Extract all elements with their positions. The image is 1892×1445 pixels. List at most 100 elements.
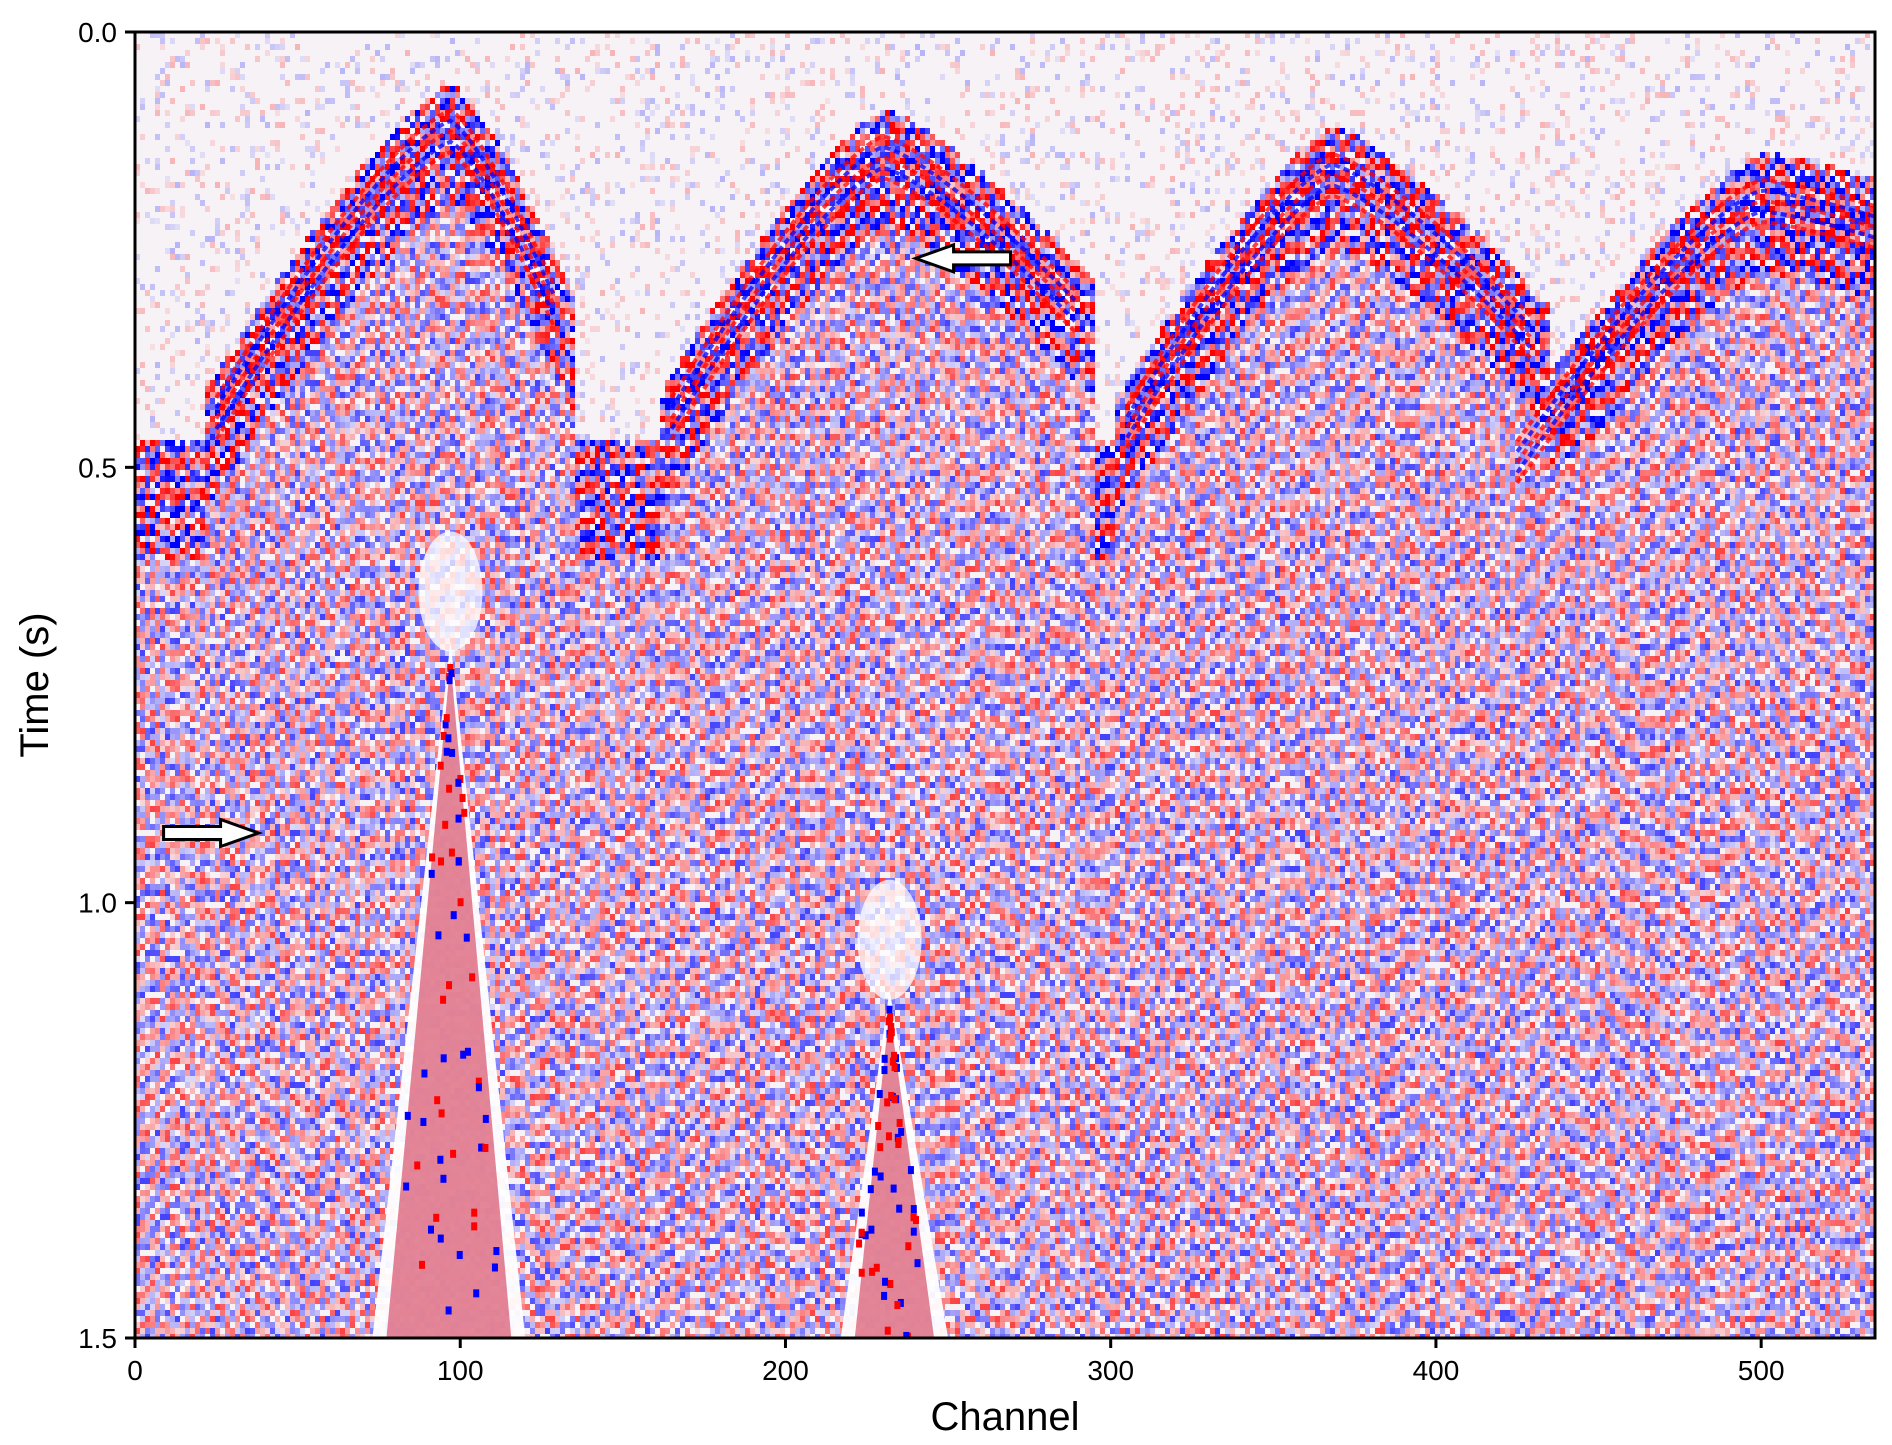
amplitude-cell [160,206,165,212]
amplitude-cell [175,782,180,788]
amplitude-cell [240,452,245,458]
amplitude-cell [205,320,210,326]
amplitude-cell [165,1178,170,1184]
amplitude-cell [145,626,150,632]
amplitude-cell [180,1280,185,1286]
amplitude-cell [180,1190,185,1196]
amplitude-cell [175,1052,180,1058]
amplitude-cell [185,1208,190,1214]
amplitude-cell [200,1208,205,1214]
amplitude-cell [225,290,230,296]
amplitude-cell [195,446,200,452]
amplitude-cell [180,1028,185,1034]
amplitude-cell [245,1268,250,1274]
amplitude-cell [230,938,235,944]
amplitude-cell [155,926,160,932]
amplitude-cell [225,572,230,578]
amplitude-cell [165,308,170,314]
amplitude-cell [170,1034,175,1040]
amplitude-cell [145,1310,150,1316]
amplitude-cell [185,1274,190,1280]
amplitude-cell [165,674,170,680]
amplitude-cell [155,218,160,224]
amplitude-cell [205,950,210,956]
amplitude-cell [240,776,245,782]
amplitude-cell [230,1256,235,1262]
amplitude-cell [230,536,235,542]
amplitude-cell [155,1070,160,1076]
amplitude-cell [160,866,165,872]
amplitude-cell [165,866,170,872]
amplitude-cell [245,410,250,416]
amplitude-cell [230,1220,235,1226]
amplitude-cell [165,1310,170,1316]
amplitude-cell [225,482,230,488]
amplitude-cell [245,1082,250,1088]
amplitude-cell [140,866,145,872]
amplitude-cell [145,704,150,710]
amplitude-cell [235,1316,240,1322]
amplitude-cell [160,1196,165,1202]
amplitude-cell [160,758,165,764]
amplitude-cell [210,950,215,956]
amplitude-cell [160,968,165,974]
amplitude-cell [165,464,170,470]
amplitude-cell [215,1268,220,1274]
amplitude-cell [140,710,145,716]
amplitude-cell [160,1070,165,1076]
amplitude-cell [225,782,230,788]
amplitude-cell [140,980,145,986]
amplitude-cell [150,1268,155,1274]
amplitude-cell [235,1166,240,1172]
amplitude-cell [170,1010,175,1016]
amplitude-cell [235,644,240,650]
amplitude-cell [230,578,235,584]
amplitude-cell [240,536,245,542]
amplitude-cell [140,986,145,992]
amplitude-cell [170,734,175,740]
amplitude-cell [210,392,215,398]
amplitude-cell [235,1256,240,1262]
amplitude-cell [200,596,205,602]
amplitude-cell [195,992,200,998]
amplitude-cell [225,1304,230,1310]
amplitude-cell [240,926,245,932]
amplitude-cell [220,1124,225,1130]
amplitude-cell [195,812,200,818]
amplitude-cell [230,866,235,872]
amplitude-cell [160,728,165,734]
amplitude-cell [155,110,160,116]
amplitude-cell [215,1316,220,1322]
amplitude-cell [210,602,215,608]
amplitude-cell [225,1322,230,1328]
amplitude-cell [245,1112,250,1118]
amplitude-cell [200,1112,205,1118]
amplitude-cell [170,1166,175,1172]
amplitude-cell [210,752,215,758]
amplitude-cell [150,1016,155,1022]
amplitude-cell [150,452,155,458]
amplitude-cell [150,764,155,770]
amplitude-cell [155,800,160,806]
amplitude-cell [195,1286,200,1292]
amplitude-cell [185,536,190,542]
amplitude-cell [240,974,245,980]
amplitude-cell [170,1052,175,1058]
amplitude-cell [245,494,250,500]
amplitude-cell [155,728,160,734]
amplitude-cell [175,656,180,662]
amplitude-cell [145,608,150,614]
amplitude-cell [220,1142,225,1148]
amplitude-cell [180,488,185,494]
amplitude-cell [190,1028,195,1034]
amplitude-cell [245,734,250,740]
amplitude-cell [160,926,165,932]
amplitude-cell [155,1328,160,1334]
amplitude-cell [225,956,230,962]
amplitude-cell [185,1160,190,1166]
amplitude-cell [215,740,220,746]
amplitude-cell [205,1178,210,1184]
amplitude-cell [205,410,210,416]
amplitude-cell [220,1286,225,1292]
amplitude-cell [165,938,170,944]
